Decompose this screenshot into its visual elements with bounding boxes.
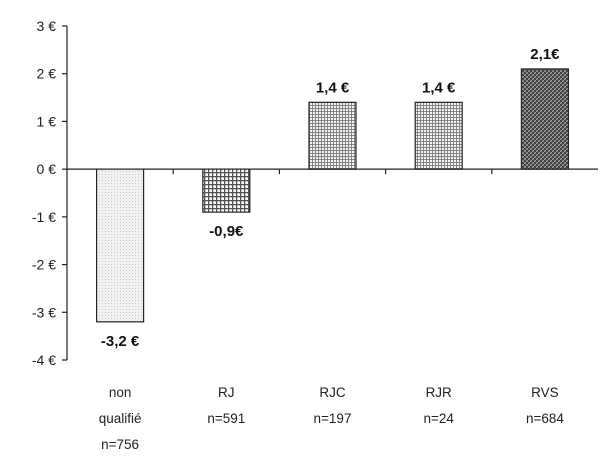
category-label: RJC [319,385,345,400]
bars [95,68,570,323]
bar [202,168,251,213]
data-label: -0,9€ [209,223,244,240]
data-label: -3,2 € [101,333,140,350]
category-label: RVS [531,385,559,400]
y-tick-label: -2 € [32,257,56,273]
y-tick-label: 2 € [37,66,57,82]
category-label: n=684 [526,411,564,426]
category-label: n=197 [314,411,352,426]
y-axis: 3 € 2 € 1 € 0 € -1 € -2 € -3 € -4 € [32,18,68,368]
bar [414,101,463,170]
y-tick-label: 3 € [37,18,57,34]
x-ticks [172,169,493,175]
category-label: RJR [426,385,452,400]
data-label: 1,4 € [316,79,350,96]
y-ticks: 3 € 2 € 1 € 0 € -1 € -2 € -3 € -4 € [32,18,67,368]
y-tick-label: 1 € [37,113,57,129]
category-label: n=24 [423,411,454,426]
y-tick-label: -1 € [32,209,56,225]
category-label: n=756 [101,437,139,452]
y-tick-label: -4 € [32,352,56,368]
bar [308,101,357,170]
x-axis [67,168,598,175]
category-label: n=591 [207,411,245,426]
data-label: 1,4 € [422,79,456,96]
category-labels: non qualifié n=756 RJ n=591 RJC n=197 RJR n=24 RV… [99,385,565,452]
category-label: non [109,385,132,400]
data-labels: -3,2 € -0,9€ 1,4 € 1,4 € 2,1€ [101,46,560,350]
bar [520,68,570,170]
category-label: qualifié [99,411,142,426]
category-label: RJ [218,385,235,400]
bar [95,168,145,323]
y-tick-label: 0 € [37,161,57,177]
y-tick-label: -3 € [32,304,56,320]
data-label: 2,1€ [530,46,560,63]
